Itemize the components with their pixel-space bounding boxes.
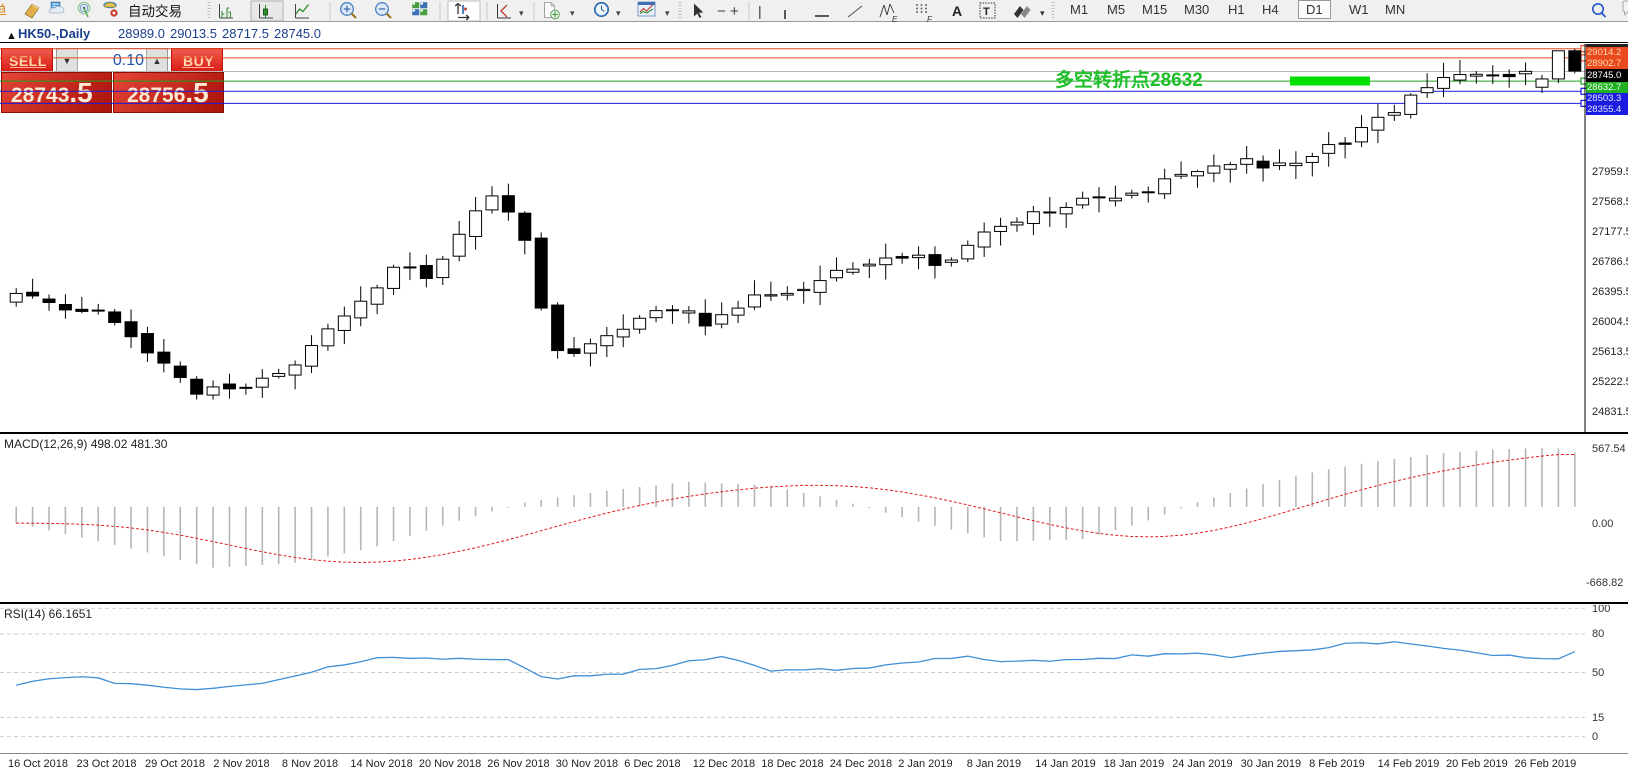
svg-text:T: T: [983, 6, 990, 18]
svg-text:+: +: [730, 3, 739, 20]
svg-text:▾: ▾: [616, 8, 621, 18]
svg-text:|: |: [758, 3, 762, 19]
svg-text:单: 单: [0, 3, 7, 20]
svg-text:F: F: [927, 15, 933, 22]
svg-text:A: A: [952, 3, 962, 19]
svg-text:E: E: [892, 15, 898, 22]
svg-text:▾: ▾: [570, 8, 575, 18]
svg-text:−: −: [717, 3, 726, 20]
svg-text:自动交易: 自动交易: [128, 3, 182, 19]
svg-text:▾: ▾: [519, 8, 524, 18]
svg-text:▾: ▾: [1040, 8, 1045, 18]
svg-text:▾: ▾: [665, 8, 670, 18]
